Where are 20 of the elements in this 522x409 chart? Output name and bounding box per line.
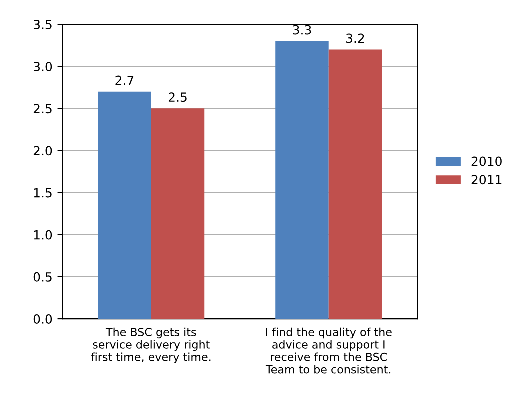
y-tick-label: 0.0 <box>34 314 52 324</box>
y-tick-label: 2.5 <box>34 104 52 114</box>
y-tick-label: 2.0 <box>34 146 52 156</box>
y-tick-label: 1.0 <box>34 230 52 240</box>
x-tick-label: The BSC gets its service delivery right first time, every time. <box>91 328 211 364</box>
y-tick-label: 3.0 <box>34 62 52 72</box>
y-tick-label: 0.5 <box>34 272 52 282</box>
x-tick-label: I find the quality of the advice and support I receive from the BSC Team to be consistent. <box>266 328 392 374</box>
legend-label: 2011 <box>472 175 502 185</box>
data-label: 2.7 <box>116 76 134 86</box>
bar <box>276 41 329 320</box>
y-tick-label: 1.5 <box>34 188 52 198</box>
bar <box>151 108 205 320</box>
data-label: 3.2 <box>346 34 364 44</box>
bar <box>328 50 382 320</box>
data-label: 3.3 <box>293 25 312 35</box>
data-label: 2.5 <box>168 92 187 102</box>
y-tick-label: 3.5 <box>34 20 52 30</box>
bar <box>98 92 152 320</box>
legend-label: 2010 <box>472 156 502 166</box>
